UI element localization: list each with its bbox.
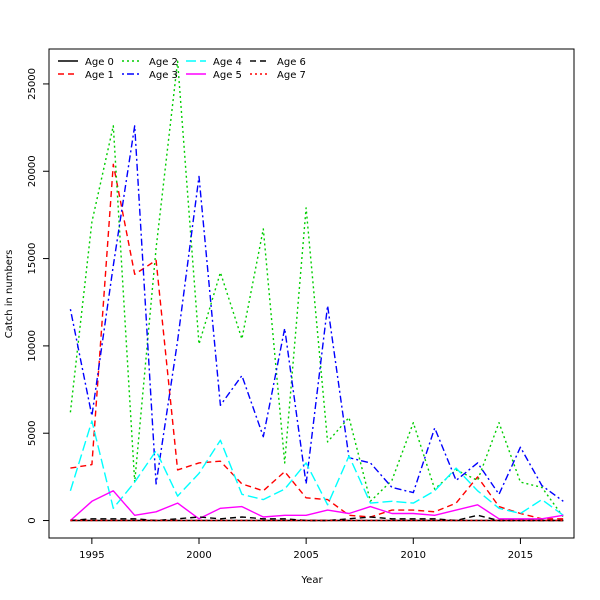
y-tick-label: 15000 — [27, 243, 38, 275]
legend-label-age-3: Age 3 — [149, 70, 178, 81]
y-tick-label: 10000 — [27, 330, 38, 362]
x-tick-label: 2000 — [186, 550, 211, 561]
legend-label-age-4: Age 4 — [213, 57, 242, 68]
y-tick-label: 5000 — [27, 420, 38, 445]
x-tick-label: 2015 — [508, 550, 533, 561]
legend-label-age-5: Age 5 — [213, 70, 242, 81]
x-tick-label: 2010 — [401, 550, 426, 561]
series-line-age-5 — [69, 490, 564, 522]
y-tick-label: 0 — [27, 517, 38, 523]
series-line-age-6 — [70, 514, 564, 522]
y-tick-label: 25000 — [27, 68, 38, 100]
series-line-age-3 — [69, 125, 564, 502]
x-axis-title: Year — [300, 575, 323, 586]
x-tick-label: 1995 — [79, 550, 104, 561]
y-tick-label: 20000 — [27, 155, 38, 187]
legend: Age 0 Age 1 Age 2 Age 3 Age 4 Age 5 Age 6 Age 7 — [58, 57, 306, 81]
series-line-age-4 — [69, 420, 564, 516]
y-axis-title: Catch in numbers — [4, 250, 15, 339]
legend-label-age-1: Age 1 — [85, 70, 114, 81]
legend-label-age-7: Age 7 — [277, 70, 306, 81]
x-tick-label: 2005 — [293, 550, 318, 561]
y-axis: 0 5000 10000 15000 20000 25000 — [27, 68, 49, 524]
legend-label-age-6: Age 6 — [277, 57, 306, 68]
x-axis: 1995 2000 2005 2010 2015 — [79, 538, 533, 561]
legend-label-age-0: Age 0 — [85, 57, 114, 68]
legend-label-age-2: Age 2 — [149, 57, 178, 68]
series-lines — [69, 60, 564, 522]
plot-frame — [48, 48, 575, 539]
series-line-age-1 — [70, 163, 564, 520]
